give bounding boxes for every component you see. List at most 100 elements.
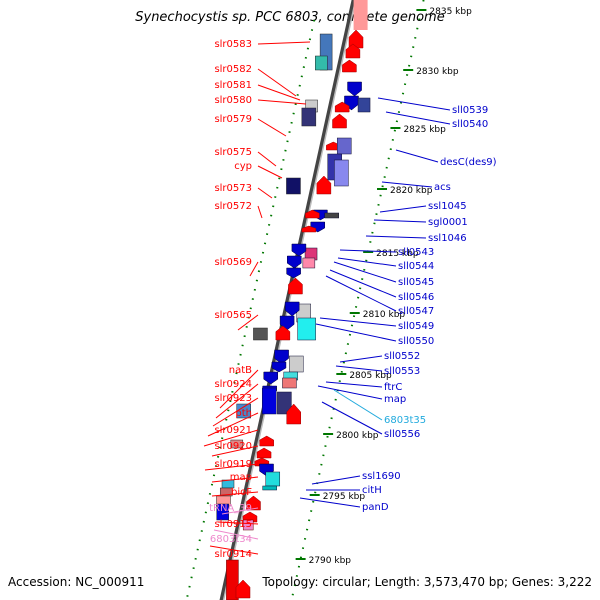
leader-line: [325, 381, 383, 388]
reverse-gene-block: [334, 159, 349, 187]
left-gene-block: [286, 177, 301, 195]
left-label-slr0581: slr0581: [214, 80, 252, 91]
left-label-tRNA_39: tRNA_39: [209, 503, 252, 514]
forward-gene-arrow: [256, 447, 272, 459]
right-label-ftrC: ftrC: [384, 382, 402, 393]
reverse-gene-block: [282, 377, 297, 389]
right-label-ssl1046: ssl1046: [428, 233, 467, 244]
right-label-panD: panD: [362, 502, 389, 513]
forward-gene-arrow: [288, 277, 303, 295]
right-label-sll0547: sll0547: [398, 306, 434, 317]
left-gene-labels: slr0583 slr0582 slr0581 slr0580 slr0579 slr05…: [209, 39, 252, 560]
right-label-sll0539: sll0539: [452, 105, 488, 116]
leader-line: [377, 97, 451, 111]
forward-gene-arrow: [305, 209, 320, 219]
forward-gene-arrow: [342, 59, 357, 73]
genome-backbone: [219, 0, 357, 600]
leader-line: [257, 165, 283, 179]
leader-line: [211, 491, 259, 497]
right-label-citH: citH: [362, 485, 382, 496]
leader-line: [219, 369, 259, 409]
left-label-cyp: cyp: [234, 161, 252, 172]
forward-gene: [242, 519, 254, 531]
right-label-map: map: [384, 394, 406, 405]
forward-gene-arrow: [334, 101, 350, 113]
kbp-label: 2820 kbp: [390, 186, 433, 196]
left-label-slr0565: slr0565: [214, 310, 252, 321]
leader-line: [257, 99, 307, 105]
kbp-label: 2800 kbp: [336, 431, 379, 441]
forward-gene-arrow: [286, 403, 301, 425]
forward-gene-arrow: [235, 579, 251, 599]
left-track: [185, 19, 316, 600]
right-label-sll0543: sll0543: [398, 247, 434, 258]
forward-gene-arrow: [332, 113, 347, 129]
reverse-gene-block: [357, 97, 371, 113]
leader-line: [213, 529, 259, 540]
left-label-pth: pth: [235, 408, 252, 419]
leader-line: [237, 314, 259, 331]
reverse-gene-block: [261, 387, 277, 415]
left-label-slr0575: slr0575: [214, 147, 252, 158]
left-gene-block: [253, 327, 268, 341]
kbp-scale: 2835 kbp 2830 kbp 2825 kbp 2820 kbp 2815 kbp…: [185, 0, 472, 600]
forward-gene-arrow: [242, 511, 258, 523]
reverse-gene-arrow: [284, 301, 300, 317]
left-gene-block: [216, 503, 229, 521]
leader-line: [212, 397, 259, 427]
left-label-slr0569: slr0569: [214, 257, 252, 268]
right-label-desC(des9): desC(des9): [440, 157, 497, 168]
left-gene-block: [315, 55, 328, 71]
leader-line: [221, 507, 259, 515]
reverse-gene-block: [262, 485, 277, 491]
forward-gene-arrow: [345, 43, 361, 59]
forward-gene-arrow: [348, 29, 364, 49]
reverse-gene-block: [302, 257, 316, 269]
reverse-gene-block: [297, 317, 316, 341]
left-gene-block: [301, 107, 317, 127]
leader-line: [207, 412, 259, 437]
right-label-sll0544: sll0544: [398, 261, 434, 272]
leader-line: [257, 84, 301, 101]
left-label-slr0583: slr0583: [214, 39, 252, 50]
forward-gene: [353, 0, 368, 30]
right-label-sll0545: sll0545: [398, 277, 434, 288]
reverse-gene-arrow: [271, 361, 287, 373]
leader-line: [204, 463, 259, 471]
left-label-bioF: bioF: [231, 487, 252, 498]
leader-line: [299, 497, 361, 508]
leader-line: [211, 445, 259, 457]
leader-line: [211, 476, 259, 483]
leader-line: [249, 261, 259, 277]
leader-line: [337, 257, 397, 267]
leader-line: [395, 149, 439, 163]
left-label-slr0573: slr0573: [214, 183, 252, 194]
kbp-label: 2815 kbp: [376, 249, 419, 259]
left-label-slr0915: slr0915: [214, 519, 252, 530]
kbp-label: 2810 kbp: [363, 310, 406, 320]
leader-line: [317, 385, 383, 400]
leader-line: [217, 521, 259, 525]
leader-line: [321, 401, 383, 435]
right-label-sll0552: sll0552: [384, 351, 420, 362]
forward-gene-arrow: [246, 495, 261, 511]
right-label-sll0540: sll0540: [452, 119, 488, 130]
reverse-gene-block: [324, 212, 339, 219]
leader-line: [335, 365, 383, 372]
reverse-gene-block: [277, 391, 292, 415]
leader-line: [315, 323, 397, 342]
leader-line: [257, 151, 277, 167]
leader-line: [215, 383, 259, 419]
right-label-sll0549: sll0549: [398, 321, 434, 332]
leader-line: [257, 118, 287, 137]
leader-line: [381, 181, 433, 188]
reverse-gene-block: [336, 137, 352, 155]
left-label-slr0582: slr0582: [214, 64, 252, 75]
topology-text: Topology: circular; Length: 3,573,470 bp…: [261, 575, 592, 589]
left-label-natB: natB: [229, 365, 252, 376]
kbp-label: 2830 kbp: [416, 67, 459, 77]
right-label-sll0553: sll0553: [384, 366, 420, 377]
leader-line: [311, 475, 361, 485]
leader-line: [333, 261, 397, 283]
forward-gene-arrow: [275, 325, 291, 341]
